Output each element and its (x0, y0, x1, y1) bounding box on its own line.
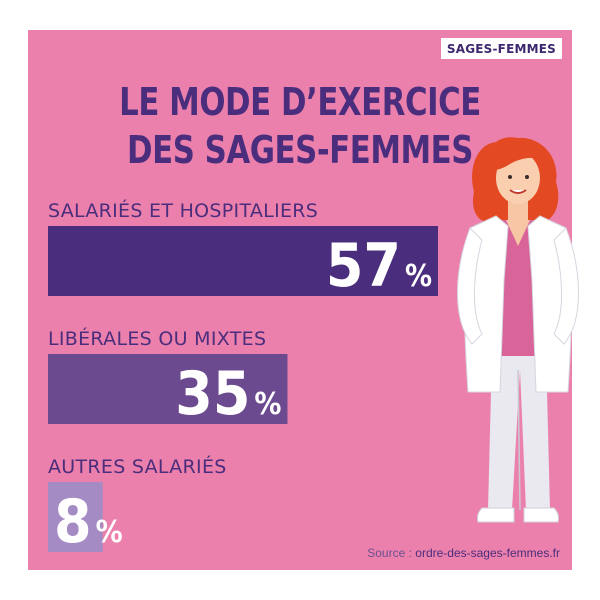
page-title: LE MODE D’EXERCICE DES SAGES-FEMMES (55, 78, 545, 174)
category-label-autres-salaries: AUTRES SALARIÉS (48, 456, 227, 478)
title-line-1: LE MODE D’EXERCICE (119, 80, 481, 124)
bar-value-label-3: 8% (54, 487, 123, 557)
bar-1 (48, 226, 438, 296)
source-link[interactable]: ordre-des-sages-femmes.fr (415, 546, 560, 560)
bar-value-label-1: 57% (326, 231, 432, 301)
midwife-illustration (457, 137, 579, 523)
bar-chart: 57 % 35 % 8% (48, 226, 438, 557)
bar-3 (48, 482, 103, 552)
source-credit: Source : ordre-des-sages-femmes.fr (367, 546, 560, 560)
source-prefix: Source : (367, 546, 412, 560)
category-badge: SAGES-FEMMES (440, 38, 562, 59)
category-label-liberales-mixtes: LIBÉRALES OU MIXTES (48, 328, 267, 350)
category-label-salaries-hospitaliers: SALARIÉS ET HOSPITALIERS (48, 200, 319, 222)
bar-value-label-2: 35% (175, 359, 281, 429)
title-line-2: DES SAGES-FEMMES (127, 128, 473, 172)
bar-2 (48, 354, 288, 424)
infographic-card: SAGES-FEMMES LE MODE D’EXERCICE DES SAGE… (28, 30, 579, 570)
